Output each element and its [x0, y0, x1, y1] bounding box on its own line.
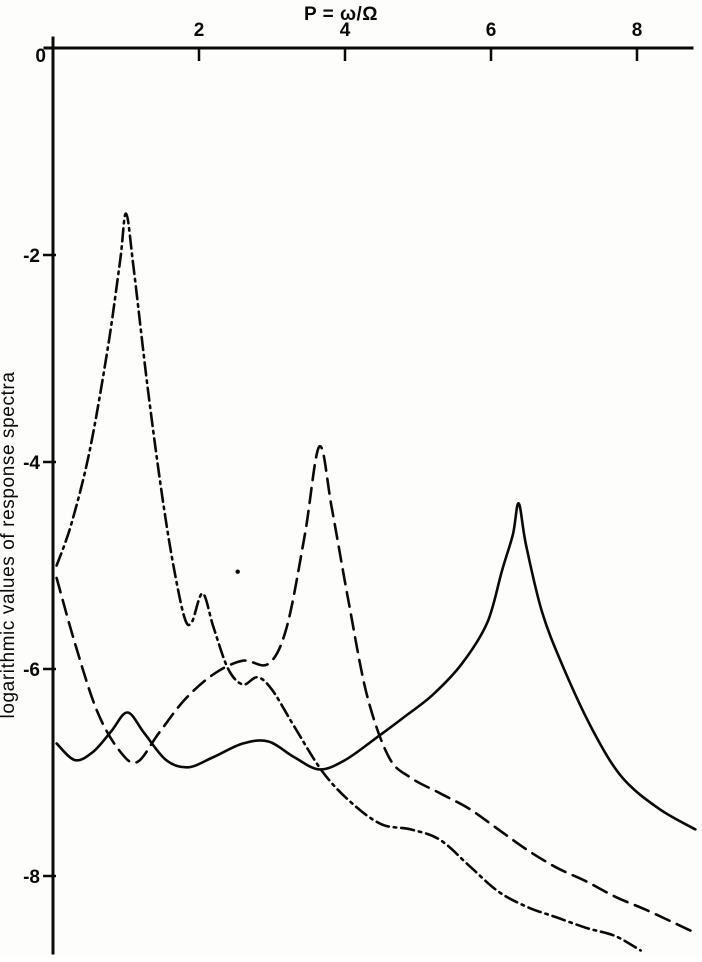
x-tick-label: 4 — [340, 20, 351, 41]
x-tick-label: 2 — [194, 20, 205, 41]
y-tick-label: -2 — [23, 246, 40, 267]
y-axis-label: logarithmic values of response spectra — [0, 371, 19, 718]
curves — [55, 212, 697, 952]
chart-title: P = ω/Ω — [304, 4, 378, 25]
solid-curve — [55, 502, 697, 831]
x-tick-label: 6 — [486, 20, 497, 41]
y-tick-label: 0 — [35, 46, 46, 67]
x-tick-label: 8 — [632, 20, 643, 41]
y-tick-label: -8 — [23, 867, 40, 888]
dashed-curve — [55, 445, 697, 935]
dash-dot-curve — [55, 212, 642, 952]
axes: 2 4 6 8 0 -2 -4 -6 -8 — [23, 20, 694, 955]
y-tick-label: -6 — [23, 660, 40, 681]
stray-ink-dot — [235, 569, 240, 574]
y-tick-label: -4 — [23, 453, 40, 474]
